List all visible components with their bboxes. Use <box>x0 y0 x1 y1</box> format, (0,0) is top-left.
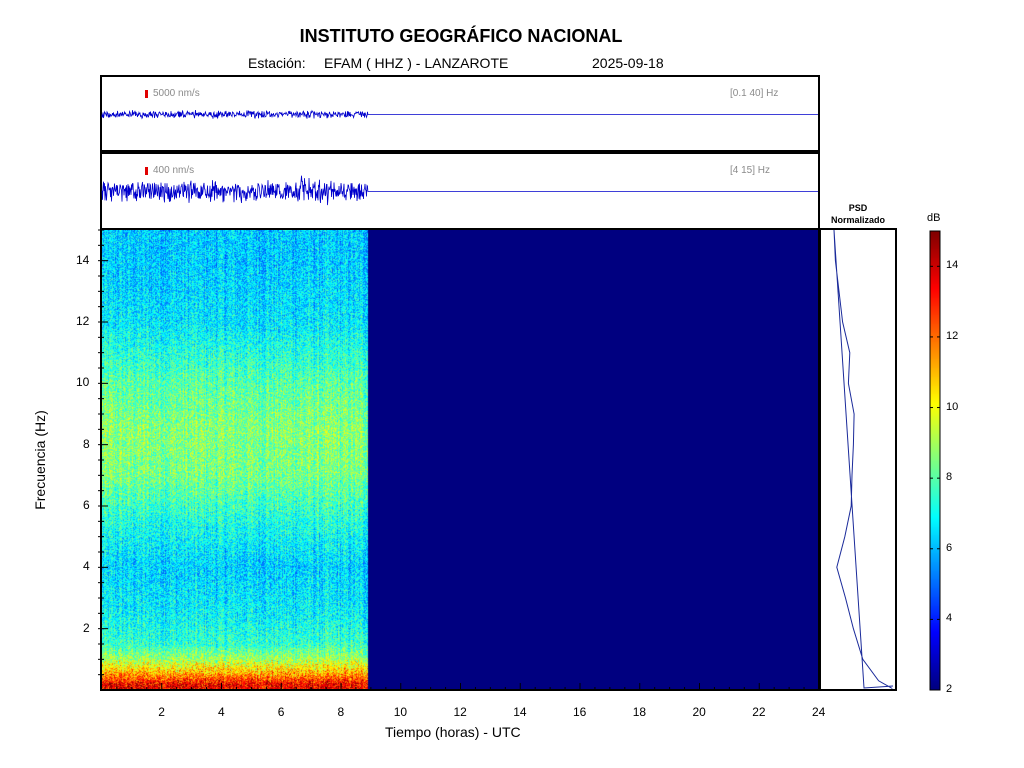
y-axis-label: Frecuencia (Hz) <box>32 410 48 510</box>
x-tick-label: 24 <box>812 705 826 719</box>
colorbar <box>930 231 940 690</box>
page-title: INSTITUTO GEOGRÁFICO NACIONAL <box>299 26 623 46</box>
colorbar-frame <box>929 230 941 691</box>
x-tick-label: 20 <box>692 705 706 719</box>
trace-scale-label: 400 nm/s <box>153 165 195 176</box>
y-tick-label: 10 <box>76 375 90 390</box>
trace-scale-label: 5000 nm/s <box>153 88 200 99</box>
x-tick-label: 10 <box>393 705 408 719</box>
spectrogram-heatmap <box>102 230 819 690</box>
trace-band-label: [0.1 40] Hz <box>730 88 779 99</box>
x-tick-label: 12 <box>453 705 467 719</box>
psd-title-line2: Normalizado <box>830 215 885 225</box>
x-axis-label: Tiempo (horas) - UTC <box>385 724 521 740</box>
seismic-trace-filtered <box>101 175 818 206</box>
x-tick-label: 2 <box>158 705 165 719</box>
y-tick-label: 14 <box>76 252 90 267</box>
psd-curve <box>833 229 894 689</box>
x-tick-label: 8 <box>337 705 345 719</box>
trace-band-label: [4 15] Hz <box>730 165 771 176</box>
x-tick-label: 4 <box>218 705 225 719</box>
colorbar-tick-label: 8 <box>946 471 953 484</box>
scale-bar-icon <box>145 167 148 175</box>
colorbar-tick-label: 4 <box>946 612 953 625</box>
station-name: EFAM ( HHZ ) - LANZAROTE <box>324 55 509 71</box>
colorbar-unit-label: dB <box>927 212 941 224</box>
colorbar-tick-label: 6 <box>946 541 953 554</box>
y-tick-label: 6 <box>83 498 90 512</box>
psd-title-line1: PSD <box>848 203 868 213</box>
seismic-trace-broadband <box>101 109 818 120</box>
date-label: 2025-09-18 <box>592 55 664 71</box>
scale-bar-icon <box>145 90 148 98</box>
x-tick-label: 22 <box>752 705 766 719</box>
x-tick-label: 18 <box>632 705 647 719</box>
y-tick-label: 8 <box>83 436 90 451</box>
y-tick-label: 4 <box>83 559 90 574</box>
colorbar-tick-label: 10 <box>946 400 959 413</box>
x-tick-label: 16 <box>573 705 587 719</box>
colorbar-tick-label: 12 <box>946 329 959 342</box>
colorbar-tick-label: 14 <box>946 259 959 272</box>
x-tick-label: 6 <box>277 705 285 719</box>
spectrogram-frame <box>100 228 820 691</box>
y-tick-label: 2 <box>83 620 90 635</box>
x-tick-label: 14 <box>513 705 527 719</box>
station-label: Estación: <box>248 55 306 71</box>
y-tick-label: 12 <box>76 314 90 328</box>
colorbar-tick-label: 2 <box>946 683 953 695</box>
psd-frame <box>819 228 897 691</box>
